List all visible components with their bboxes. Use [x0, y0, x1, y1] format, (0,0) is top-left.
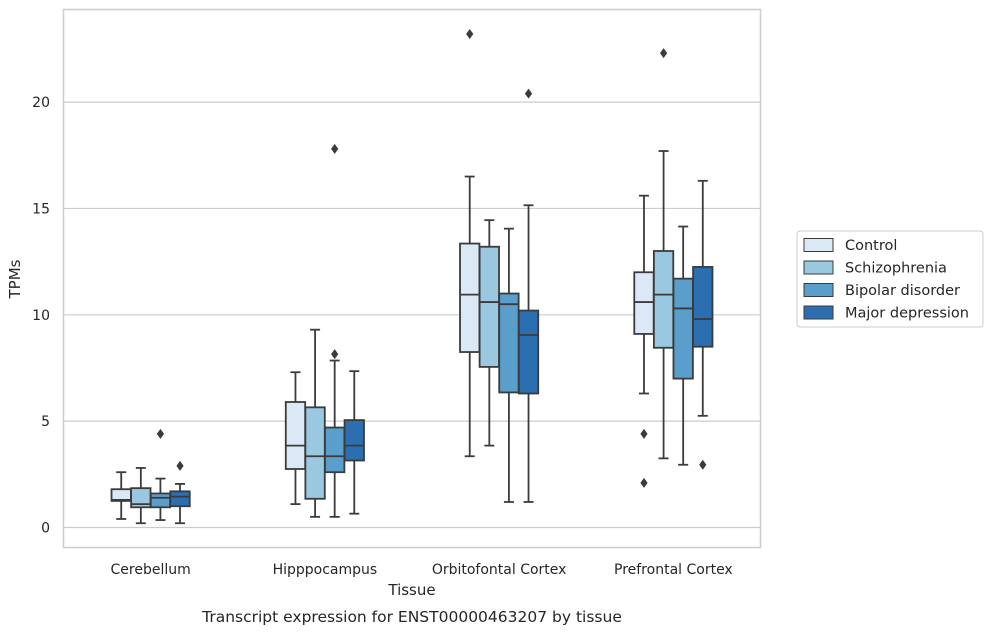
legend-label: Control	[845, 238, 897, 254]
y-tick-label: 0	[41, 521, 50, 537]
box-iqr	[498, 292, 520, 394]
box-iqr	[324, 426, 346, 474]
legend-swatch	[803, 238, 834, 252]
box-iqr	[672, 277, 694, 380]
y-axis-label: TPMs	[6, 259, 24, 299]
legend-label: Schizophrenia	[845, 261, 947, 277]
box-iqr	[169, 490, 191, 508]
plot-area-frame	[62, 8, 762, 549]
y-axis-ticks: 0 5 10 15 20	[32, 95, 50, 536]
y-tick-label: 10	[32, 308, 50, 324]
box-schizophrenia	[304, 328, 326, 518]
legend: Control Schizophrenia Bipolar disorder Majo…	[796, 230, 984, 328]
box-iqr	[304, 406, 326, 500]
box-control	[459, 29, 481, 458]
outlier-point	[659, 48, 668, 59]
box-groups	[110, 29, 714, 525]
box-iqr	[149, 492, 172, 509]
box-control	[110, 471, 132, 520]
box-schizophrenia	[652, 48, 675, 460]
x-tick-label: Cerebellum	[111, 562, 191, 578]
box-iqr	[517, 309, 540, 395]
legend-label: Major depression	[845, 306, 969, 322]
outlier-point	[699, 459, 707, 470]
y-tick-label: 20	[32, 95, 50, 111]
box-iqr	[459, 242, 481, 353]
legend-label: Bipolar disorder	[845, 283, 960, 299]
box-iqr	[478, 245, 500, 368]
box-schizophrenia	[478, 219, 500, 447]
box-bipolar-disorder	[149, 428, 172, 521]
legend-frame	[796, 230, 984, 328]
box-major-depression	[343, 370, 365, 515]
outlier-point	[524, 88, 533, 99]
outlier-point	[640, 428, 648, 439]
x-tick-label: Prefrontal Cortex	[614, 562, 733, 578]
box-major-depression	[692, 179, 714, 470]
y-tick-label: 5	[41, 414, 50, 430]
outlier-point	[466, 29, 474, 40]
box-major-depression	[517, 88, 540, 503]
box-iqr	[284, 401, 307, 470]
outlier-point	[176, 460, 184, 471]
x-axis-label: Tissue	[387, 581, 435, 599]
legend-swatch	[803, 305, 834, 320]
box-bipolar-disorder	[498, 227, 520, 503]
outlier-point	[640, 477, 648, 488]
outlier-point	[331, 143, 339, 154]
x-tick-label: Orbitofontal Cortex	[432, 562, 567, 578]
box-bipolar-disorder	[672, 225, 694, 466]
box-control	[284, 371, 307, 506]
box-major-depression	[169, 460, 191, 525]
box-iqr	[343, 419, 365, 462]
outlier-point	[156, 428, 165, 439]
x-tick-label: Hipppocampus	[273, 562, 378, 578]
x-axis-ticks: Cerebellum Hipppocampus Orbitofontal Corte…	[111, 562, 733, 578]
box-bipolar-disorder	[324, 143, 346, 518]
legend-swatch	[803, 283, 834, 297]
box-iqr	[633, 271, 655, 335]
y-tick-label: 15	[32, 201, 50, 217]
legend-swatch	[803, 260, 834, 275]
box-iqr	[692, 266, 714, 348]
box-control	[633, 194, 655, 488]
box-iqr	[652, 250, 675, 349]
chart-caption: Transcript expression for ENST0000046320…	[201, 608, 622, 626]
outlier-point	[331, 349, 339, 360]
box-schizophrenia	[130, 467, 152, 525]
